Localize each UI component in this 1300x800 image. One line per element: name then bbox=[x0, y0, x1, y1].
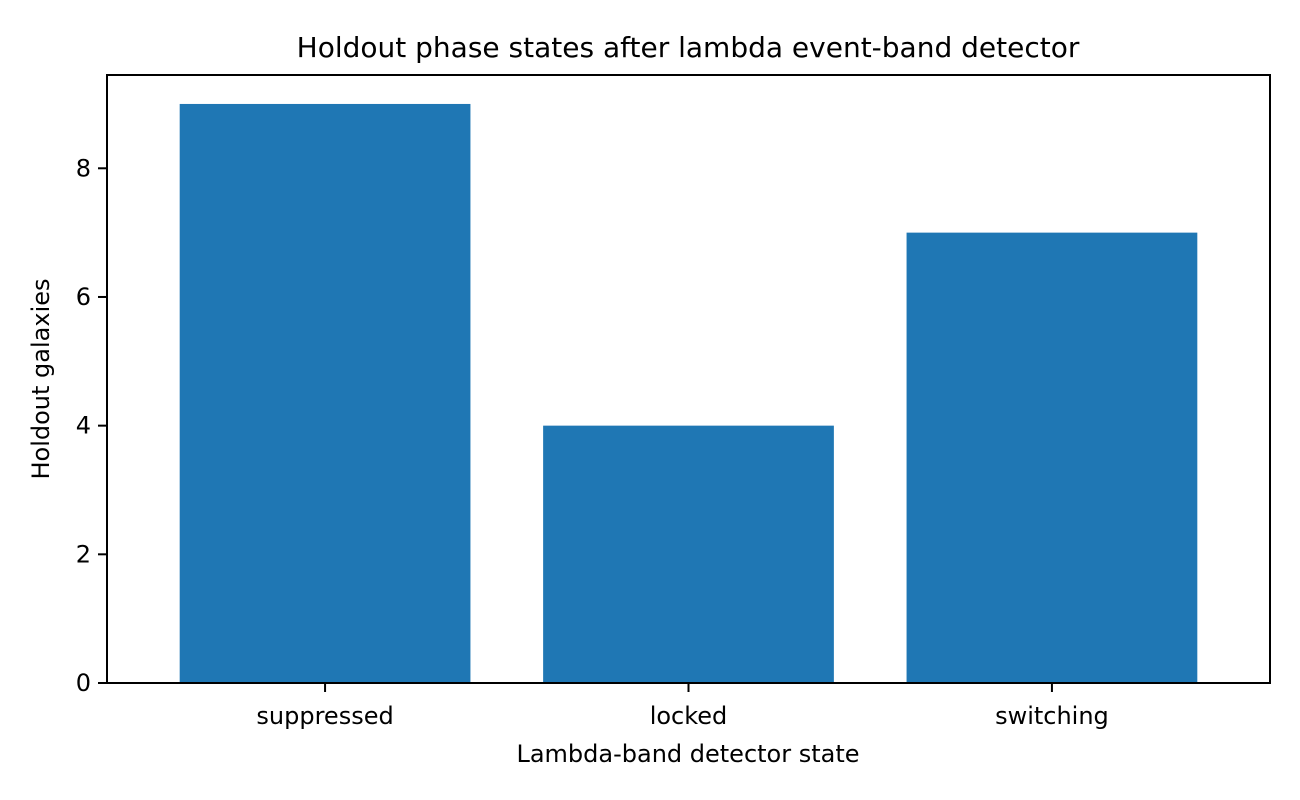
bar-suppressed bbox=[179, 103, 471, 683]
x-axis-label: Lambda-band detector state bbox=[516, 740, 859, 768]
y-axis-ticks: 0 2 4 6 8 bbox=[76, 154, 107, 697]
y-axis-label: Holdout galaxies bbox=[27, 278, 55, 479]
x-tick-label: locked bbox=[650, 702, 728, 730]
chart-title: Holdout phase states after lambda event-… bbox=[297, 31, 1080, 64]
bar-locked bbox=[543, 425, 834, 683]
bars-group bbox=[179, 103, 1198, 683]
x-tick-label: switching bbox=[995, 702, 1109, 730]
plot-frame bbox=[106, 74, 1271, 684]
x-axis-ticks: suppressed locked switching bbox=[256, 683, 1109, 730]
y-tick-label: 6 bbox=[76, 283, 91, 311]
y-tick-label: 8 bbox=[76, 154, 91, 182]
y-tick-label: 0 bbox=[76, 669, 91, 697]
y-tick-label: 4 bbox=[76, 412, 91, 440]
y-tick-label: 2 bbox=[76, 540, 91, 568]
bar-switching bbox=[906, 232, 1198, 683]
x-tick-label: suppressed bbox=[256, 702, 393, 730]
